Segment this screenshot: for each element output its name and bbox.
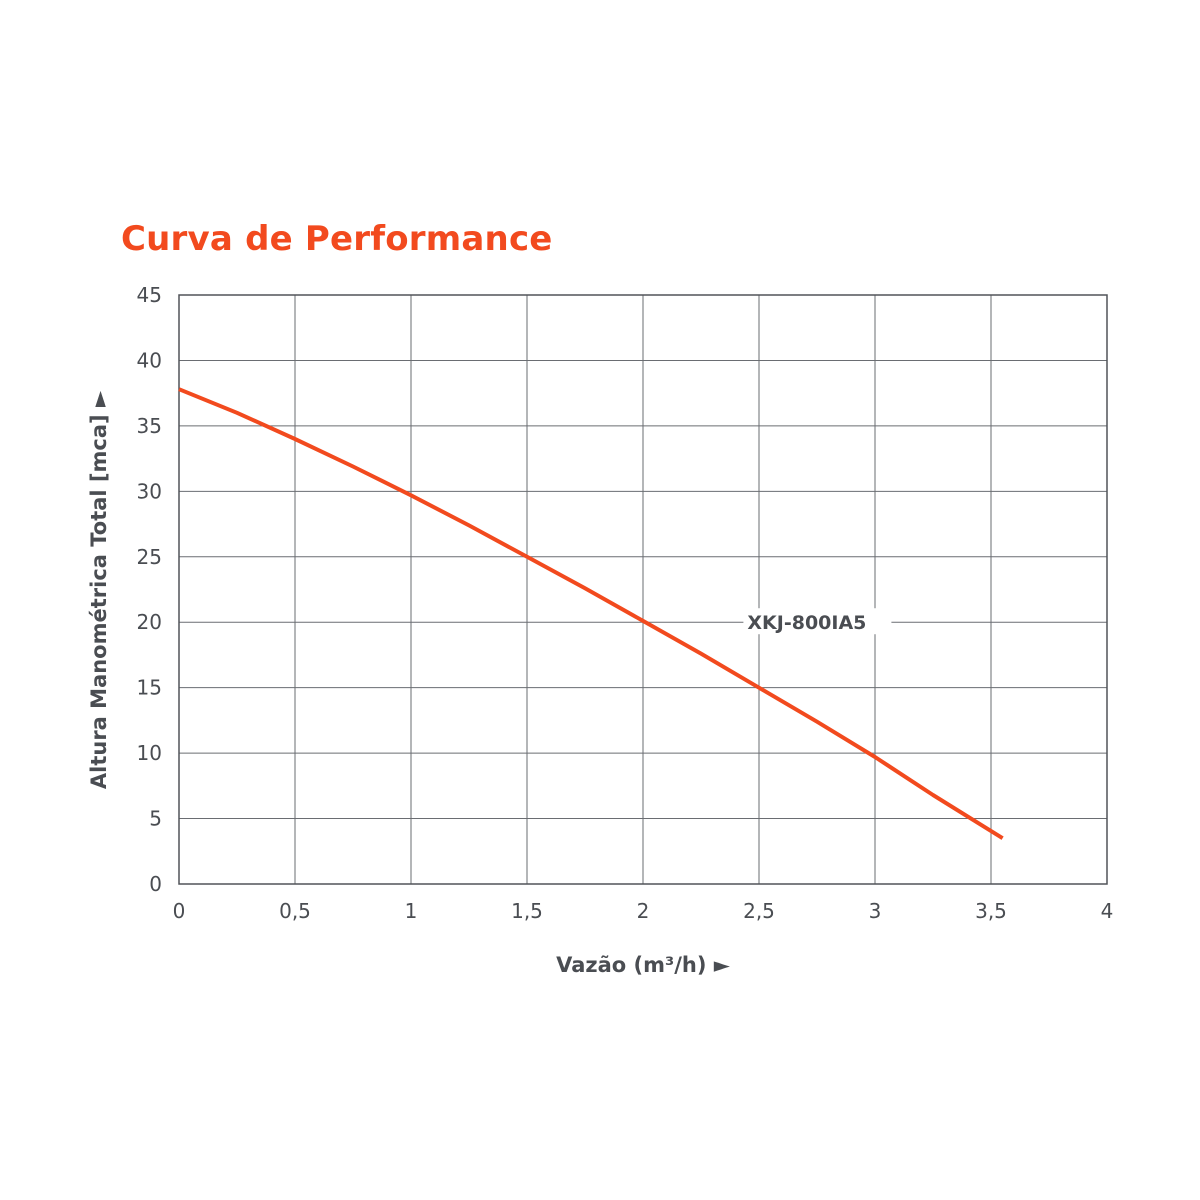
y-tick-label: 0 bbox=[149, 872, 162, 896]
y-axis-ticks: 0 5 10 15 20 25 30 35 40 45 bbox=[137, 283, 162, 896]
y-tick-label: 15 bbox=[137, 676, 162, 700]
x-tick-label: 0,5 bbox=[279, 899, 311, 923]
x-tick-label: 0 bbox=[173, 899, 186, 923]
y-tick-label: 5 bbox=[149, 807, 162, 831]
y-tick-label: 30 bbox=[137, 479, 162, 503]
y-tick-label: 20 bbox=[137, 610, 162, 634]
series-label-background bbox=[743, 608, 892, 635]
x-tick-label: 3 bbox=[869, 899, 882, 923]
y-tick-label: 35 bbox=[137, 414, 162, 438]
y-axis-label: Altura Manométrica Total [mca] ► bbox=[87, 390, 111, 789]
x-tick-label: 4 bbox=[1101, 899, 1114, 923]
chart-title: Curva de Performance bbox=[121, 219, 553, 259]
x-tick-label: 1,5 bbox=[511, 899, 543, 923]
y-tick-label: 40 bbox=[137, 348, 162, 372]
series-label: XKJ-800IA5 bbox=[747, 612, 866, 634]
y-tick-label: 10 bbox=[137, 741, 162, 765]
grid bbox=[178, 294, 1108, 885]
series-line bbox=[178, 387, 1004, 840]
series-layer: XKJ-800IA5 bbox=[178, 387, 1004, 840]
plot-frame bbox=[178, 294, 1108, 885]
y-tick-label: 45 bbox=[137, 283, 162, 307]
x-tick-label: 3,5 bbox=[975, 899, 1007, 923]
x-axis-label: Vazão (m³/h) ► bbox=[556, 953, 731, 977]
x-tick-label: 2,5 bbox=[743, 899, 775, 923]
x-tick-label: 1 bbox=[405, 899, 418, 923]
y-tick-label: 25 bbox=[137, 545, 162, 569]
x-axis-ticks: 0 0,5 1 1,5 2 2,5 3 3,5 4 bbox=[173, 899, 1114, 923]
x-tick-label: 2 bbox=[637, 899, 650, 923]
